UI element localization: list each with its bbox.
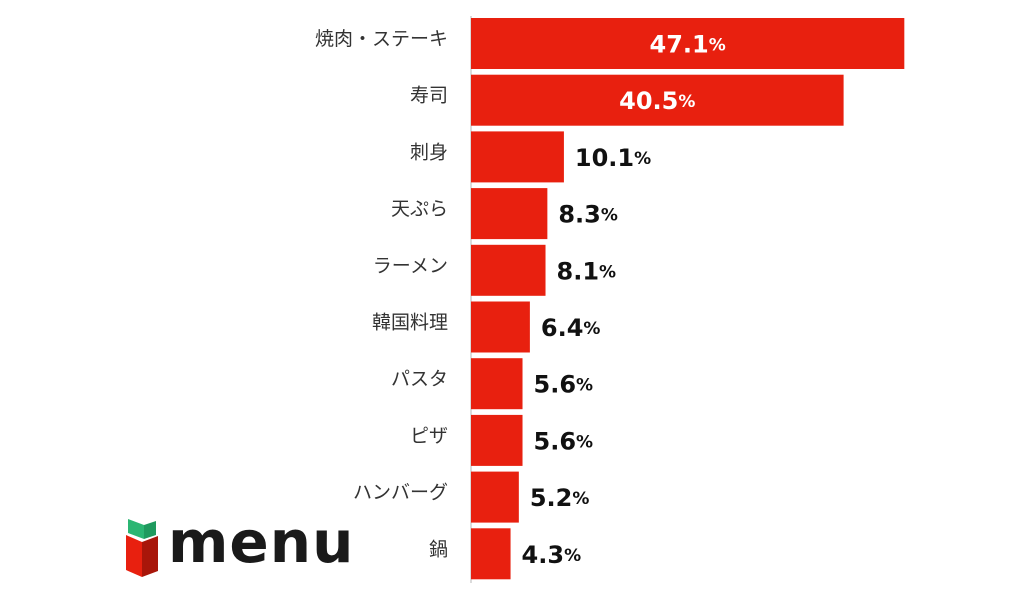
data-label: 8.3% <box>558 201 618 229</box>
data-label: 5.6% <box>534 371 594 399</box>
bar <box>471 131 564 183</box>
data-label: 5.2% <box>530 484 590 512</box>
category-label: 天ぷら <box>391 198 448 220</box>
data-label: 10.1% <box>575 144 651 172</box>
bar <box>471 471 519 523</box>
category-label: パスタ <box>391 368 448 390</box>
category-label: 刺身 <box>410 141 448 163</box>
menu-logo: menu <box>122 509 353 581</box>
bar <box>471 528 511 580</box>
data-label: 47.1% <box>650 31 726 59</box>
category-label: 韓国料理 <box>372 312 448 334</box>
data-label: 8.1% <box>557 257 617 285</box>
bar <box>471 188 548 240</box>
bar <box>471 414 523 466</box>
data-label: 4.3% <box>522 541 582 569</box>
category-label: 寿司 <box>410 85 448 107</box>
category-label: ピザ <box>410 425 448 447</box>
data-label: 40.5% <box>619 87 695 115</box>
category-label: ハンバーグ <box>353 482 448 504</box>
data-label: 5.6% <box>534 427 594 455</box>
category-label: ラーメン <box>373 255 448 277</box>
menu-logo-icon <box>126 519 158 577</box>
bar <box>471 301 530 353</box>
bar <box>471 358 523 410</box>
bar <box>471 244 546 296</box>
menu-logo-text: menu <box>168 508 355 576</box>
data-label: 6.4% <box>541 314 601 342</box>
category-label: 焼肉・ステーキ <box>315 28 448 50</box>
category-label: 鍋 <box>429 538 448 560</box>
bar <box>471 18 905 69</box>
bar <box>471 74 844 126</box>
